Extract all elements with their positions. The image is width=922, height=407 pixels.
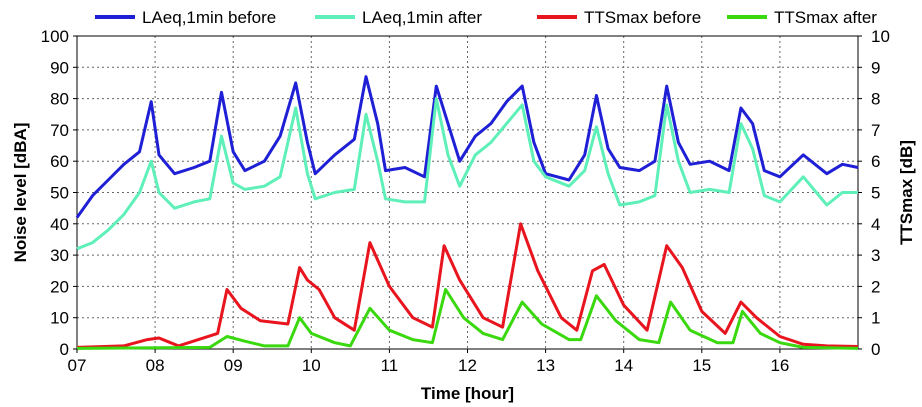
y-tick-label: 80 xyxy=(50,90,69,109)
legend-label: LAeq,1min after xyxy=(362,8,482,27)
x-tick-label: 10 xyxy=(302,356,321,375)
x-tick-label: 11 xyxy=(381,356,399,375)
y-tick-label: 10 xyxy=(50,309,69,328)
y-tick-label: 50 xyxy=(50,184,69,203)
x-tick-label: 08 xyxy=(146,356,165,375)
legend-label: TTSmax before xyxy=(584,8,701,27)
y-tick-label: 60 xyxy=(50,152,69,171)
x-tick-label: 07 xyxy=(68,356,87,375)
y-tick-label: 0 xyxy=(60,340,69,359)
y2-tick-label: 2 xyxy=(871,277,880,296)
x-tick-label: 12 xyxy=(458,356,477,375)
y-tick-label: 20 xyxy=(50,277,69,296)
x-axis-ticks: 07 08 09 10 11 12 13 14 15 16 xyxy=(68,349,789,375)
y-tick-label: 70 xyxy=(50,121,69,140)
series-line-ttsmax-before xyxy=(76,222,859,349)
series-layer xyxy=(75,75,859,350)
y2-tick-label: 5 xyxy=(871,184,880,203)
y2-tick-label: 6 xyxy=(871,152,880,171)
series-line-ttsmax-after xyxy=(76,288,859,350)
y2-tick-label: 3 xyxy=(871,246,880,265)
y2-tick-label: 0 xyxy=(871,340,880,359)
y2-tick-label: 1 xyxy=(871,309,880,328)
y-tick-label: 40 xyxy=(50,215,69,234)
x-tick-label: 15 xyxy=(692,356,711,375)
series-line-laeq-1min-after xyxy=(76,97,858,251)
legend-label: LAeq,1min before xyxy=(142,8,276,27)
legend-label: TTSmax after xyxy=(774,8,877,27)
x-tick-label: 09 xyxy=(224,356,243,375)
y-tick-label: 30 xyxy=(50,246,69,265)
y2-tick-label: 8 xyxy=(871,90,880,109)
series-line-laeq-1min-before xyxy=(75,75,859,219)
y-axis-ticks: 0 10 20 30 40 50 60 70 80 90 100 xyxy=(41,27,77,359)
legend: LAeq,1min before LAeq,1min after TTSmax be… xyxy=(95,8,877,27)
y-tick-label: 100 xyxy=(41,27,69,46)
x-tick-label: 13 xyxy=(536,356,555,375)
y2-axis-title: TTSmax [dB] xyxy=(897,140,916,245)
y-tick-label: 90 xyxy=(50,58,69,77)
y2-axis-ticks: 0 1 2 3 4 5 6 7 8 9 10 xyxy=(858,27,890,359)
y2-tick-label: 10 xyxy=(871,27,890,46)
y2-tick-label: 7 xyxy=(871,121,880,140)
y2-tick-label: 9 xyxy=(871,58,880,77)
x-tick-label: 16 xyxy=(770,356,789,375)
y-axis-title: Noise level [dBA] xyxy=(11,123,30,263)
x-tick-label: 14 xyxy=(614,356,633,375)
y2-tick-label: 4 xyxy=(871,215,880,234)
x-axis-title: Time [hour] xyxy=(421,384,514,403)
